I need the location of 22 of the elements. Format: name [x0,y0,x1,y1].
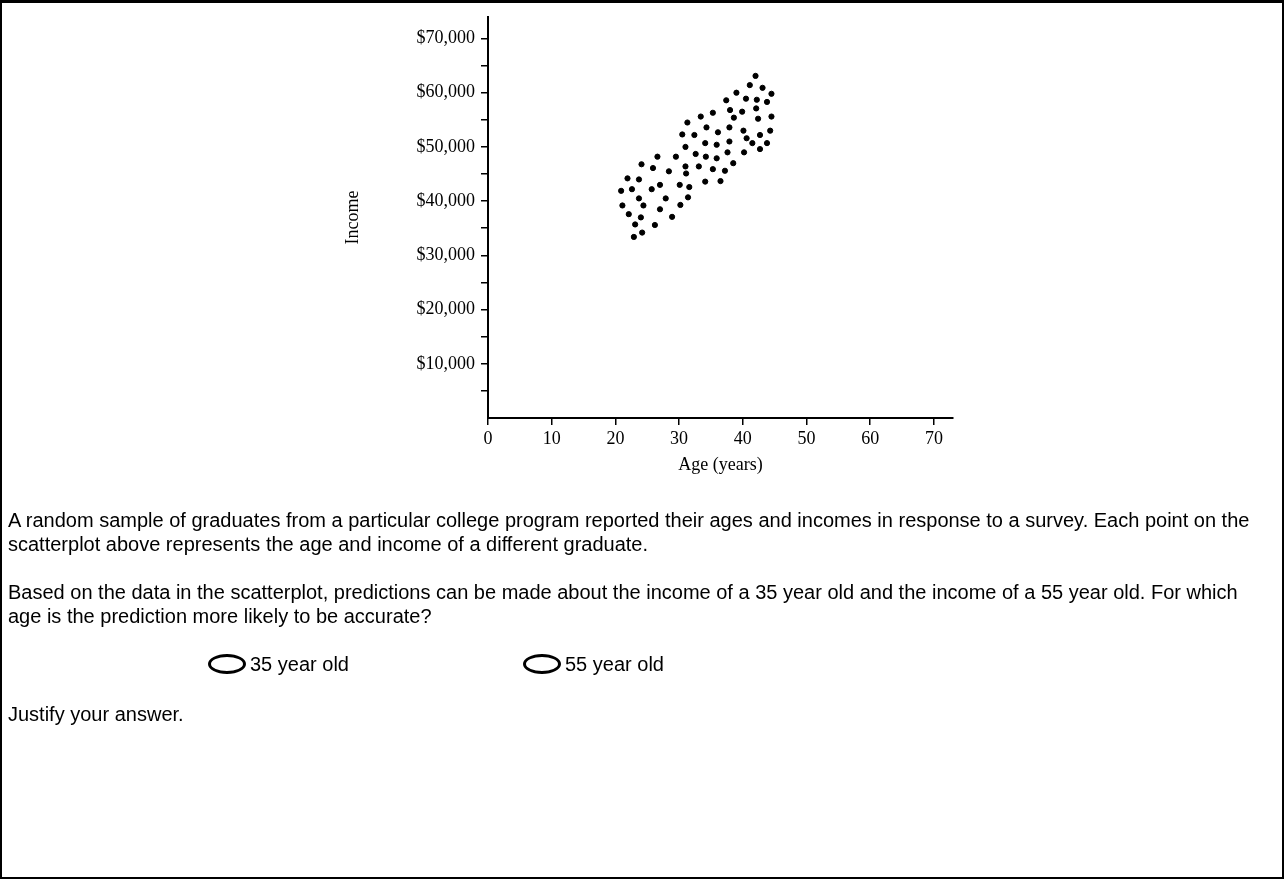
y-tick-label: $70,000 [416,27,475,48]
x-tick-label: 20 [606,427,625,448]
x-tick-label: 70 [924,427,943,448]
x-axis-title: Age (years) [678,453,763,475]
x-tick-label: 60 [861,427,880,448]
text: Justify your answer. [8,702,185,726]
y-tick-label: $30,000 [416,244,475,265]
x-tick-label: 40 [733,427,752,448]
x-tick-label: 10 [542,427,561,448]
text: 35 year old [250,652,349,676]
y-tick-label: $60,000 [416,81,475,102]
y-tick-label: $40,000 [416,189,475,210]
y-tick-label: $10,000 [416,352,475,373]
y-tick-label: $50,000 [416,135,475,156]
x-tick-label: 0 [483,427,493,448]
x-tick-label: 30 [670,427,689,448]
text: Based on the data in the scatterplot, predictions can be made about the income of a 35 year old and the income of a 55 year old. For which age is the prediction more likely to be accurate? [8,580,1239,628]
y-tick-label: $20,000 [416,298,475,319]
x-tick-label: 50 [797,427,816,448]
text: A random sample of graduates from a particular college program reported their ages and incomes in response to a survey. Each point on the scatterplot above represents the age and income of a different graduate. [8,508,1251,556]
text: 55 year old [565,652,664,676]
y-axis-title: Income [341,190,362,245]
